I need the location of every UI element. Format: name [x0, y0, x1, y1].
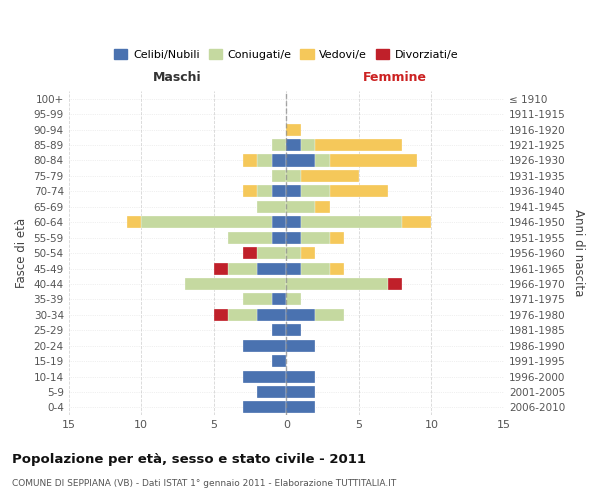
Bar	[286, 324, 301, 336]
Bar	[330, 154, 417, 166]
Bar	[272, 355, 286, 367]
Bar	[272, 324, 286, 336]
Bar	[330, 186, 388, 198]
Legend: Celibi/Nubili, Coniugati/e, Vedovi/e, Divorziati/e: Celibi/Nubili, Coniugati/e, Vedovi/e, Di…	[110, 44, 463, 64]
Bar	[286, 216, 301, 228]
Bar	[228, 232, 272, 243]
Bar	[257, 262, 286, 274]
Bar	[214, 262, 228, 274]
Bar	[272, 232, 286, 243]
Bar	[286, 124, 301, 136]
Bar	[257, 247, 286, 259]
Bar	[301, 262, 330, 274]
Bar	[316, 154, 330, 166]
Bar	[316, 139, 403, 151]
Bar	[243, 247, 257, 259]
Bar	[286, 370, 316, 382]
Bar	[301, 170, 359, 182]
Bar	[330, 232, 344, 243]
Bar	[243, 370, 286, 382]
Bar	[228, 262, 257, 274]
Y-axis label: Fasce di età: Fasce di età	[15, 218, 28, 288]
Bar	[257, 154, 272, 166]
Text: COMUNE DI SEPPIANA (VB) - Dati ISTAT 1° gennaio 2011 - Elaborazione TUTTITALIA.I: COMUNE DI SEPPIANA (VB) - Dati ISTAT 1° …	[12, 479, 396, 488]
Bar	[286, 247, 301, 259]
Bar	[286, 186, 301, 198]
Bar	[286, 386, 316, 398]
Bar	[127, 216, 141, 228]
Bar	[243, 294, 272, 306]
Text: Maschi: Maschi	[153, 71, 202, 84]
Bar	[141, 216, 272, 228]
Bar	[286, 402, 316, 413]
Bar	[286, 170, 301, 182]
Bar	[286, 154, 316, 166]
Bar	[214, 309, 228, 321]
Bar	[257, 386, 286, 398]
Y-axis label: Anni di nascita: Anni di nascita	[572, 210, 585, 297]
Bar	[257, 186, 272, 198]
Bar	[301, 186, 330, 198]
Bar	[286, 278, 388, 290]
Bar	[301, 139, 316, 151]
Bar	[257, 201, 286, 213]
Bar	[388, 278, 403, 290]
Bar	[185, 278, 286, 290]
Bar	[243, 340, 286, 351]
Bar	[286, 294, 301, 306]
Bar	[272, 170, 286, 182]
Bar	[403, 216, 431, 228]
Text: Femmine: Femmine	[363, 71, 427, 84]
Bar	[272, 216, 286, 228]
Bar	[286, 201, 316, 213]
Bar	[286, 340, 316, 351]
Bar	[286, 232, 301, 243]
Bar	[330, 262, 344, 274]
Bar	[272, 294, 286, 306]
Bar	[286, 139, 301, 151]
Bar	[243, 154, 257, 166]
Bar	[286, 309, 316, 321]
Bar	[243, 402, 286, 413]
Bar	[243, 186, 257, 198]
Bar	[272, 186, 286, 198]
Bar	[286, 262, 301, 274]
Bar	[301, 216, 403, 228]
Text: Popolazione per età, sesso e stato civile - 2011: Popolazione per età, sesso e stato civil…	[12, 452, 366, 466]
Bar	[301, 232, 330, 243]
Bar	[257, 309, 286, 321]
Bar	[316, 201, 330, 213]
Bar	[272, 139, 286, 151]
Bar	[272, 154, 286, 166]
Bar	[301, 247, 316, 259]
Bar	[228, 309, 257, 321]
Bar	[316, 309, 344, 321]
